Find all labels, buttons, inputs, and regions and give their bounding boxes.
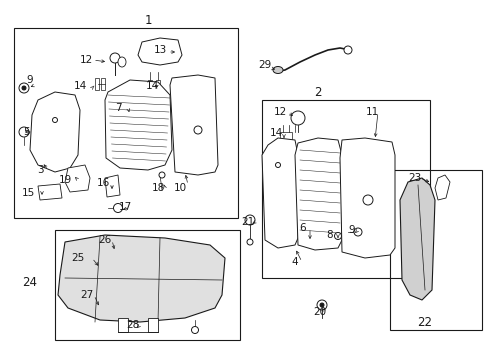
Bar: [14, 28, 238, 218]
Circle shape: [244, 215, 254, 225]
Text: 4: 4: [291, 257, 298, 267]
Circle shape: [159, 172, 164, 178]
Text: 15: 15: [21, 188, 35, 198]
Text: 7: 7: [115, 103, 121, 113]
Polygon shape: [280, 132, 291, 142]
Polygon shape: [294, 138, 341, 250]
Polygon shape: [38, 184, 62, 200]
Polygon shape: [105, 175, 120, 197]
Text: 27: 27: [80, 290, 93, 300]
Text: 9: 9: [348, 225, 355, 235]
Circle shape: [290, 111, 305, 125]
Polygon shape: [148, 80, 152, 92]
Text: 14: 14: [73, 81, 86, 91]
Circle shape: [113, 203, 122, 212]
Polygon shape: [148, 318, 158, 332]
Text: 14: 14: [145, 81, 158, 91]
Polygon shape: [30, 92, 80, 172]
Polygon shape: [339, 138, 394, 258]
Polygon shape: [170, 75, 218, 175]
Bar: [262, 100, 429, 278]
Circle shape: [52, 117, 58, 122]
Text: 26: 26: [98, 235, 111, 245]
Circle shape: [194, 126, 202, 134]
Polygon shape: [95, 78, 99, 90]
Text: 8: 8: [326, 230, 333, 240]
Circle shape: [19, 127, 29, 137]
Circle shape: [316, 300, 326, 310]
Bar: [55, 230, 240, 340]
Text: 6: 6: [299, 223, 305, 233]
Text: 23: 23: [407, 173, 421, 183]
Circle shape: [191, 327, 198, 333]
Text: 22: 22: [417, 316, 431, 329]
Text: 16: 16: [96, 178, 109, 188]
Text: 13: 13: [153, 45, 166, 55]
Bar: [389, 170, 481, 330]
Text: 24: 24: [22, 276, 38, 289]
Circle shape: [319, 303, 324, 307]
Text: 14: 14: [269, 128, 282, 138]
Polygon shape: [105, 80, 172, 170]
Ellipse shape: [272, 67, 283, 73]
Text: 12: 12: [273, 107, 286, 117]
Text: 12: 12: [79, 55, 92, 65]
Circle shape: [275, 162, 280, 167]
Circle shape: [22, 86, 26, 90]
Circle shape: [110, 53, 120, 63]
Text: 29: 29: [258, 60, 271, 70]
Circle shape: [343, 46, 351, 54]
Polygon shape: [262, 138, 297, 248]
Polygon shape: [156, 80, 160, 92]
Circle shape: [334, 233, 341, 239]
Text: 21: 21: [241, 217, 254, 227]
Polygon shape: [399, 178, 434, 300]
Text: 10: 10: [173, 183, 186, 193]
Polygon shape: [118, 318, 128, 332]
Text: 19: 19: [58, 175, 71, 185]
Text: 9: 9: [27, 75, 33, 85]
Text: 3: 3: [37, 165, 43, 175]
Circle shape: [353, 228, 361, 236]
Text: 17: 17: [118, 202, 131, 212]
Polygon shape: [101, 78, 105, 90]
Circle shape: [362, 195, 372, 205]
Polygon shape: [58, 235, 224, 322]
Circle shape: [19, 83, 29, 93]
Text: 20: 20: [313, 307, 326, 317]
Text: 2: 2: [314, 86, 321, 99]
Text: 11: 11: [365, 107, 378, 117]
Polygon shape: [138, 38, 182, 65]
Polygon shape: [434, 175, 449, 200]
Circle shape: [246, 239, 252, 245]
Polygon shape: [65, 165, 90, 192]
Text: 5: 5: [23, 127, 30, 137]
Ellipse shape: [118, 57, 126, 67]
Text: 18: 18: [151, 183, 164, 193]
Text: 1: 1: [144, 13, 151, 27]
Text: 28: 28: [126, 320, 140, 330]
Text: 25: 25: [71, 253, 84, 263]
